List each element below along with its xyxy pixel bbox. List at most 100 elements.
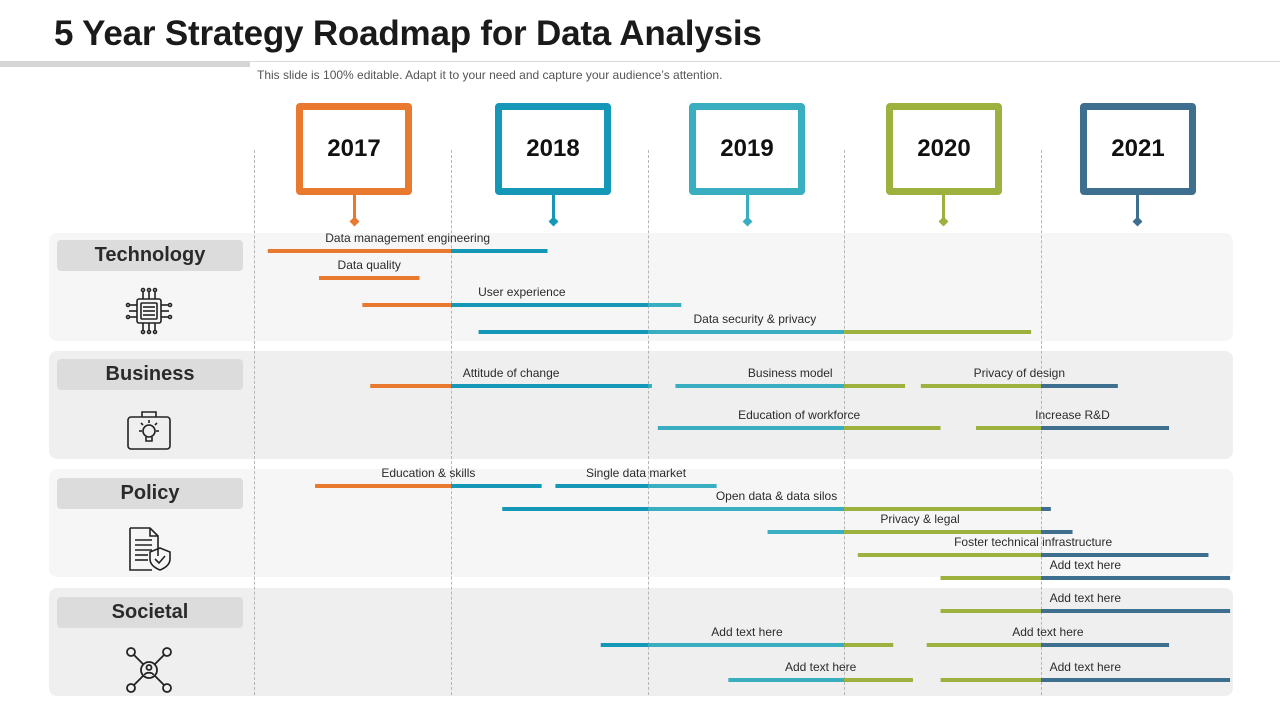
timeline-bar: Add text here <box>940 660 1231 682</box>
timeline-bar-segment-2020 <box>975 426 1041 430</box>
timeline-bar-segment-2019 <box>648 507 844 511</box>
timeline-bar-label: Data management engineering <box>325 231 490 245</box>
timeline-bar-segment-2021 <box>1041 576 1231 580</box>
category-label-business: Business <box>57 359 243 390</box>
gridline-2021 <box>1041 150 1042 695</box>
timeline-bar-label: Attitude of change <box>463 366 560 380</box>
timeline-bar-segment-2020 <box>844 530 1041 534</box>
timeline-bar-label: Education & skills <box>381 466 475 480</box>
timeline-bar-segment-2019 <box>648 330 844 334</box>
timeline-bar: Education & skills <box>315 466 542 488</box>
timeline-bar: Education of workforce <box>657 408 941 430</box>
gridline-2017 <box>254 150 255 695</box>
timeline-bar-segment-2020 <box>844 426 941 430</box>
year-box-2018: 2018 <box>495 103 611 195</box>
timeline-bar-segment-2021 <box>1041 643 1170 647</box>
timeline-bar-segment-2019 <box>648 384 652 388</box>
timeline-bar-segment-2018 <box>451 484 542 488</box>
timeline-bar: Add text here <box>940 591 1231 613</box>
band-technology <box>49 233 1233 341</box>
chip-icon <box>125 287 173 335</box>
year-box-2017: 2017 <box>296 103 412 195</box>
timeline-bar: Increase R&D <box>975 408 1170 430</box>
document-shield-icon <box>129 527 171 571</box>
year-stem-2018 <box>552 195 555 220</box>
timeline-bar: Data management engineering <box>267 231 548 253</box>
timeline-bar-segment-2018 <box>451 303 648 307</box>
timeline-bar: User experience <box>362 285 682 307</box>
timeline-bar: Attitude of change <box>370 366 652 388</box>
timeline-bar-segment-2020 <box>926 643 1041 647</box>
gridline-2018 <box>451 150 452 695</box>
timeline-bar: Add text here <box>926 625 1170 647</box>
timeline-bar-segment-2021 <box>1041 678 1231 682</box>
timeline-bar-label: Data security & privacy <box>694 312 817 326</box>
timeline-bar: Single data market <box>555 466 717 488</box>
year-box-2019: 2019 <box>689 103 805 195</box>
year-box-2020: 2020 <box>886 103 1002 195</box>
timeline-bar-segment-2017 <box>267 249 451 253</box>
timeline-bar-label: Foster technical infrastructure <box>954 535 1112 549</box>
network-user-icon <box>126 647 172 693</box>
briefcase-lightbulb-icon <box>127 411 171 450</box>
timeline-bar: Add text here <box>940 558 1231 580</box>
category-label-policy: Policy <box>57 478 243 509</box>
timeline-bar-segment-2020 <box>844 507 1041 511</box>
band-business <box>49 351 1233 459</box>
timeline-bar-segment-2019 <box>648 303 682 307</box>
timeline-bar-segment-2021 <box>1041 609 1231 613</box>
timeline-bar-segment-2020 <box>844 330 1032 334</box>
timeline-bar-segment-2019 <box>648 484 717 488</box>
timeline-bar-segment-2021 <box>1041 553 1209 557</box>
timeline-bar-segment-2019 <box>657 426 844 430</box>
timeline-bar-label: Business model <box>748 366 833 380</box>
year-stem-2019 <box>746 195 749 220</box>
title-accent-bar <box>0 61 250 67</box>
timeline-bar-segment-2021 <box>1041 384 1118 388</box>
gridline-2019 <box>648 150 649 695</box>
timeline-bar: Data quality <box>319 258 420 280</box>
timeline-bar-segment-2020 <box>940 609 1041 613</box>
timeline-bar-label: Add text here <box>1050 558 1122 572</box>
year-box-2021: 2021 <box>1080 103 1196 195</box>
timeline-bar-segment-2017 <box>362 303 451 307</box>
timeline-bar-label: Add text here <box>1050 660 1122 674</box>
timeline-bar: Add text here <box>728 660 913 682</box>
timeline-bar-segment-2021 <box>1041 426 1170 430</box>
timeline-bar: Data security & privacy <box>478 312 1032 334</box>
page-subtitle: This slide is 100% editable. Adapt it to… <box>257 68 723 82</box>
timeline-bar: Business model <box>675 366 906 388</box>
page-title: 5 Year Strategy Roadmap for Data Analysi… <box>54 14 762 53</box>
timeline-bar-label: Add text here <box>1050 591 1122 605</box>
timeline-bar-segment-2017 <box>370 384 451 388</box>
timeline-bar-segment-2019 <box>767 530 844 534</box>
timeline-bar-label: Increase R&D <box>1035 408 1110 422</box>
timeline-bar-segment-2019 <box>728 678 844 682</box>
timeline-bar-segment-2021 <box>1041 530 1073 534</box>
timeline-bar-segment-2020 <box>940 576 1041 580</box>
timeline-bar-segment-2017 <box>315 484 451 488</box>
year-stem-2021 <box>1136 195 1139 220</box>
timeline-bar-segment-2020 <box>857 553 1041 557</box>
timeline-bar-segment-2018 <box>451 384 648 388</box>
timeline-bar-segment-2020 <box>844 643 894 647</box>
timeline-bar-label: Add text here <box>1012 625 1084 639</box>
timeline-bar: Privacy of design <box>920 366 1118 388</box>
timeline-bar-segment-2019 <box>648 643 844 647</box>
timeline-bar-segment-2018 <box>451 249 548 253</box>
timeline-bar: Open data & data silos <box>502 489 1051 511</box>
timeline-bar-segment-2020 <box>844 384 906 388</box>
timeline-bar-segment-2018 <box>502 507 648 511</box>
timeline-bar-label: Single data market <box>586 466 687 480</box>
timeline-bar-segment-2019 <box>675 384 844 388</box>
timeline-bar-label: Education of workforce <box>738 408 860 422</box>
timeline-bar-segment-2018 <box>478 330 648 334</box>
timeline-bar-label: User experience <box>478 285 566 299</box>
title-divider <box>0 61 1280 62</box>
timeline-bar-label: Add text here <box>711 625 783 639</box>
timeline-bar-segment-2020 <box>920 384 1041 388</box>
timeline-bar: Privacy & legal <box>767 512 1073 534</box>
timeline-bar-segment-2018 <box>600 643 648 647</box>
timeline-bar-label: Add text here <box>785 660 857 674</box>
